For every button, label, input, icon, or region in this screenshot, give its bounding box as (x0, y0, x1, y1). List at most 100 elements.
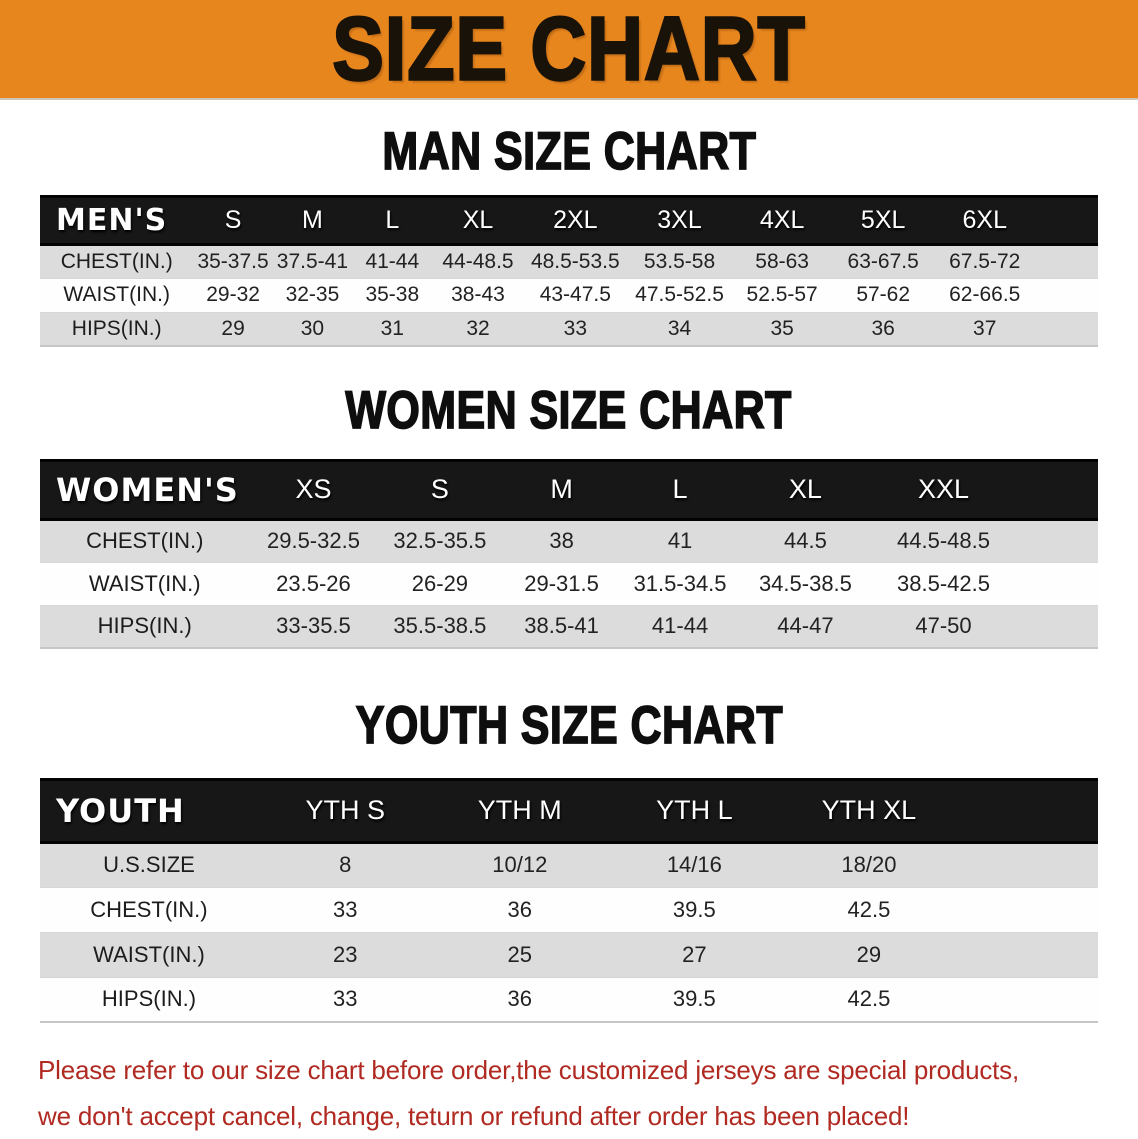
measurement-value: 18/20 (781, 842, 957, 888)
measurement-row-label: U.S.SIZE (40, 842, 258, 888)
size-column-header: S (193, 194, 273, 246)
size-column-header: 2XL (523, 194, 628, 246)
measurement-value: 38.5-41 (502, 605, 621, 649)
measurement-value: 31.5-34.5 (620, 562, 740, 606)
youth-section-heading-text: YOUTH SIZE CHART (355, 695, 783, 755)
men-section-heading-text: MAN SIZE CHART (381, 121, 756, 181)
measurement-row-label: WAIST(IN.) (40, 932, 258, 978)
youth-header-row: YOUTH YTH S YTH M YTH L YTH XL (40, 777, 1098, 844)
men-section-heading: MAN SIZE CHART (0, 121, 1138, 181)
size-column-header: 3XL (627, 194, 732, 246)
measurement-value: 39.5 (607, 887, 782, 933)
measurement-value: 32.5-35.5 (377, 519, 503, 563)
disclaimer-line-2: we don't accept cancel, change, teturn o… (38, 1101, 910, 1131)
measurement-value: 47.5-52.5 (627, 278, 732, 313)
size-column-header: XS (249, 458, 378, 521)
measurement-value: 32 (432, 312, 524, 347)
measurement-row: WAIST(IN.) 23.5-26 26-29 29-31.5 31.5-34.5 34… (40, 562, 1098, 606)
row-spacer-cell (956, 932, 1098, 978)
size-column-header: 5XL (832, 194, 934, 246)
measurement-value: 42.5 (781, 977, 957, 1023)
measurement-value: 30 (272, 312, 353, 347)
measurement-value: 36 (432, 977, 608, 1023)
measurement-value: 23.5-26 (249, 562, 378, 606)
measurement-value: 23 (257, 932, 433, 978)
measurement-value: 48.5-53.5 (523, 244, 628, 279)
measurement-value: 38 (502, 519, 621, 563)
measurement-row-label: CHEST(IN.) (40, 244, 194, 279)
measurement-value: 58-63 (731, 244, 833, 279)
measurement-value: 43-47.5 (523, 278, 628, 313)
measurement-value: 36 (832, 312, 934, 347)
measurement-value: 38-43 (432, 278, 524, 313)
disclaimer-line-1: Please refer to our size chart before or… (38, 1055, 1020, 1085)
size-column-header: M (272, 194, 353, 246)
measurement-row: HIPS(IN.) 33 36 39.5 42.5 (40, 977, 1098, 1023)
men-table-corner-label: MEN'S (40, 194, 194, 246)
measurement-value: 62-66.5 (933, 278, 1036, 313)
measurement-row: WAIST(IN.) 29-32 32-35 35-38 38-43 43-47.5 47.… (40, 278, 1098, 313)
measurement-row: CHEST(IN.) 29.5-32.5 32.5-35.5 38 41 44.5 44.5… (40, 519, 1098, 563)
measurement-value: 29 (193, 312, 273, 347)
measurement-value: 35-37.5 (193, 244, 273, 279)
men-size-table: MEN'S S M L XL 2XL 3XL 4XL 5XL 6XL CHEST(IN.) 35-37… (40, 194, 1098, 347)
measurement-value: 37 (933, 312, 1036, 347)
measurement-value: 35-38 (352, 278, 433, 313)
measurement-value: 63-67.5 (832, 244, 934, 279)
measurement-value: 33 (523, 312, 628, 347)
measurement-value: 42.5 (781, 887, 957, 933)
measurement-row-label: WAIST(IN.) (40, 562, 250, 606)
size-column-header: M (502, 458, 621, 521)
women-header-row: WOMEN'S XS S M L XL XXL (40, 458, 1098, 521)
measurement-value: 35.5-38.5 (377, 605, 503, 649)
measurement-value: 34 (627, 312, 732, 347)
size-column-header: XL (432, 194, 524, 246)
measurement-value: 37.5-41 (272, 244, 353, 279)
measurement-row-label: HIPS(IN.) (40, 312, 194, 347)
row-spacer-cell (956, 842, 1098, 888)
women-size-table: WOMEN'S XS S M L XL XXL CHEST(IN.) 29.5-32.5 32.5… (40, 458, 1098, 649)
measurement-value: 27 (607, 932, 782, 978)
measurement-row-label: CHEST(IN.) (40, 519, 250, 563)
measurement-row: U.S.SIZE 8 10/12 14/16 18/20 (40, 842, 1098, 888)
measurement-value: 29-32 (193, 278, 273, 313)
youth-section-heading: YOUTH SIZE CHART (0, 695, 1138, 755)
size-column-header: YTH XL (781, 777, 957, 844)
row-spacer-cell (956, 977, 1098, 1023)
size-column-header: S (377, 458, 503, 521)
measurement-value: 67.5-72 (933, 244, 1036, 279)
size-column-header: XXL (871, 458, 1016, 521)
youth-size-table: YOUTH YTH S YTH M YTH L YTH XL U.S.SIZE 8 10/12… (40, 777, 1098, 1023)
measurement-value: 29-31.5 (502, 562, 621, 606)
row-spacer-cell (1015, 562, 1098, 606)
measurement-value: 33 (257, 887, 433, 933)
measurement-value: 33 (257, 977, 433, 1023)
row-spacer-cell (1015, 519, 1098, 563)
measurement-row: CHEST(IN.) 33 36 39.5 42.5 (40, 887, 1098, 933)
size-column-header: 4XL (731, 194, 833, 246)
measurement-value: 38.5-42.5 (871, 562, 1016, 606)
row-spacer-cell (1035, 312, 1098, 347)
measurement-value: 39.5 (607, 977, 782, 1023)
size-column-header: L (352, 194, 433, 246)
measurement-row: HIPS(IN.) 33-35.5 35.5-38.5 38.5-41 41-44 44-… (40, 605, 1098, 649)
size-column-header: YTH L (607, 777, 782, 844)
measurement-value: 26-29 (377, 562, 503, 606)
measurement-value: 33-35.5 (249, 605, 378, 649)
women-section-heading: WOMEN SIZE CHART (0, 382, 1138, 439)
men-header-row: MEN'S S M L XL 2XL 3XL 4XL 5XL 6XL (40, 194, 1098, 246)
row-spacer-cell (956, 887, 1098, 933)
header-spacer-cell (956, 777, 1098, 844)
measurement-value: 36 (432, 887, 608, 933)
measurement-row: CHEST(IN.) 35-37.5 37.5-41 41-44 44-48.5 48.5… (40, 244, 1098, 279)
disclaimer: Please refer to our size chart before or… (0, 1047, 1138, 1139)
size-column-header: YTH M (432, 777, 608, 844)
measurement-row-label: WAIST(IN.) (40, 278, 194, 313)
measurement-value: 41-44 (352, 244, 433, 279)
measurement-value: 44-47 (739, 605, 872, 649)
measurement-row-label: HIPS(IN.) (40, 977, 258, 1023)
measurement-value: 44.5 (739, 519, 872, 563)
women-table-corner-label: WOMEN'S (40, 458, 250, 521)
page-title: SIZE CHART (331, 0, 806, 99)
